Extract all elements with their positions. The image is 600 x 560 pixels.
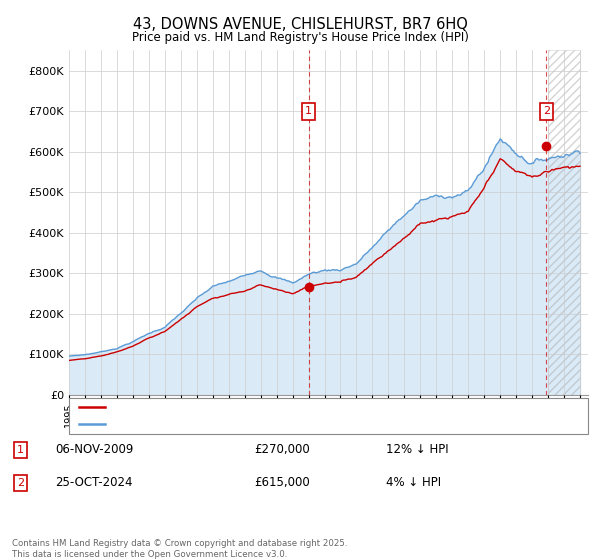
Text: 2: 2 <box>17 478 24 488</box>
Text: 1: 1 <box>305 106 312 116</box>
Text: Contains HM Land Registry data © Crown copyright and database right 2025.
This d: Contains HM Land Registry data © Crown c… <box>12 539 347 559</box>
Text: 12% ↓ HPI: 12% ↓ HPI <box>386 443 449 456</box>
Text: HPI: Average price, semi-detached house, Bromley: HPI: Average price, semi-detached house,… <box>112 419 365 429</box>
Text: £270,000: £270,000 <box>254 443 310 456</box>
Text: 43, DOWNS AVENUE, CHISLEHURST, BR7 6HQ (semi-detached house): 43, DOWNS AVENUE, CHISLEHURST, BR7 6HQ (… <box>112 402 458 412</box>
Text: Price paid vs. HM Land Registry's House Price Index (HPI): Price paid vs. HM Land Registry's House … <box>131 31 469 44</box>
Text: 2: 2 <box>543 106 550 116</box>
Text: 43, DOWNS AVENUE, CHISLEHURST, BR7 6HQ: 43, DOWNS AVENUE, CHISLEHURST, BR7 6HQ <box>133 17 467 32</box>
Text: 1: 1 <box>17 445 24 455</box>
Text: 25-OCT-2024: 25-OCT-2024 <box>55 476 133 489</box>
FancyBboxPatch shape <box>69 398 588 434</box>
Text: 06-NOV-2009: 06-NOV-2009 <box>55 443 134 456</box>
Text: 4% ↓ HPI: 4% ↓ HPI <box>386 476 442 489</box>
Text: £615,000: £615,000 <box>254 476 310 489</box>
